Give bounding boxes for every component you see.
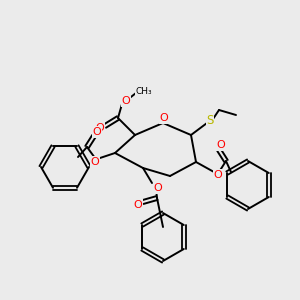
Text: O: O	[160, 113, 168, 123]
Text: O: O	[134, 200, 142, 210]
Text: O: O	[93, 127, 101, 137]
Text: O: O	[217, 140, 225, 150]
Text: S: S	[206, 113, 214, 127]
Text: O: O	[154, 183, 162, 193]
Text: O: O	[214, 170, 222, 180]
Text: CH₃: CH₃	[136, 86, 152, 95]
Text: O: O	[91, 157, 99, 167]
Text: O: O	[122, 96, 130, 106]
Text: O: O	[96, 123, 104, 133]
